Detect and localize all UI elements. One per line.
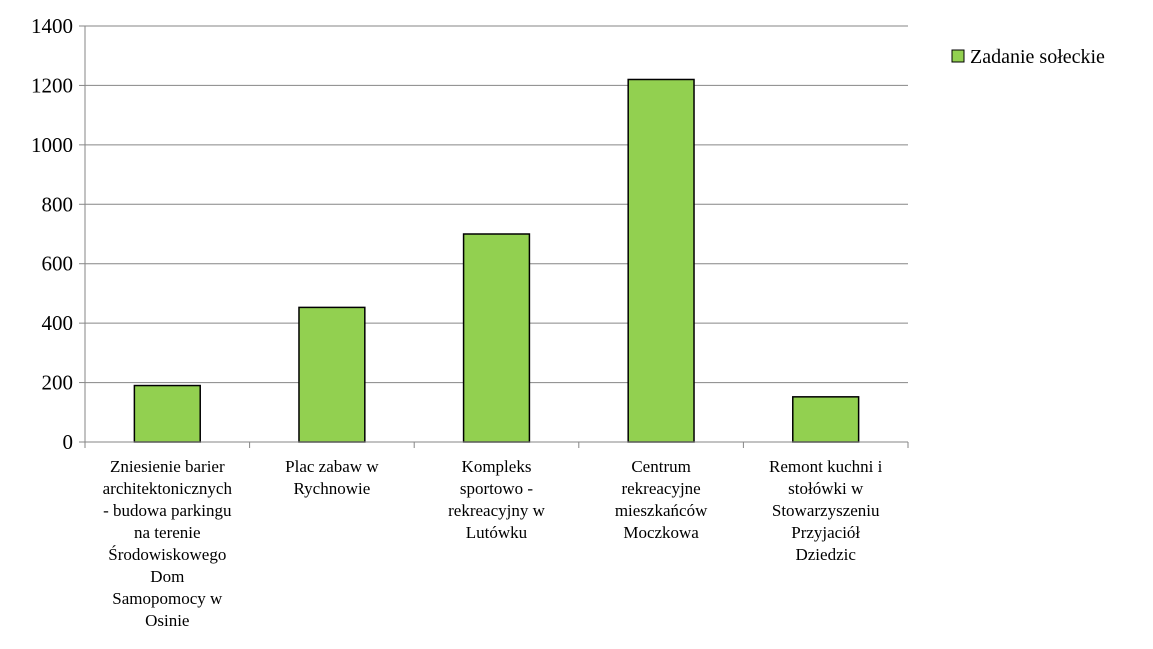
x-tick-label-line: na terenie — [134, 523, 201, 542]
y-tick-label: 0 — [63, 430, 74, 454]
x-tick-label-line: Zniesienie barier — [110, 457, 225, 476]
x-tick-label-line: Remont kuchni i — [769, 457, 883, 476]
bar — [627, 78, 695, 443]
x-tick-label-line: mieszkańców — [615, 501, 708, 520]
x-tick-label-line: Osinie — [145, 611, 189, 630]
bar — [298, 306, 366, 443]
legend-swatch — [951, 49, 965, 63]
bar — [462, 233, 531, 443]
y-tick-label: 200 — [42, 371, 74, 395]
x-tick-label: Zniesienie barier architektonicznych - bud… — [103, 457, 233, 630]
y-tick-label: 1000 — [31, 133, 73, 157]
x-tick-label-line: Kompleks — [462, 457, 532, 476]
x-tick-label-line: Stowarzyszeniu — [772, 501, 880, 520]
x-tick-label-line: Środowiskowego — [108, 545, 226, 564]
x-tick-label-line: architektonicznych — [103, 479, 233, 498]
x-tick-label-line: sportowo - — [460, 479, 534, 498]
x-tick-label-line: rekreacyjny w — [448, 501, 545, 520]
bar — [792, 396, 860, 443]
x-tick-label: Kompleks sportowo - rekreacyjny w Lutówku — [448, 457, 545, 542]
bars — [133, 78, 860, 443]
x-axis: Zniesienie barier architektonicznych - bud… — [84, 441, 909, 630]
y-tick-label: 800 — [42, 192, 74, 216]
y-axis: 0 200 400 600 800 1000 1200 1400 — [31, 14, 86, 454]
x-tick-label-line: Przyjaciół — [791, 523, 860, 542]
x-tick-label-line: - budowa parkingu — [103, 501, 232, 520]
legend: Zadanie sołeckie — [951, 46, 1105, 68]
x-tick-label-line: stołówki w — [788, 479, 864, 498]
legend-label: Zadanie sołeckie — [970, 46, 1105, 68]
x-tick-label-line: Plac zabaw w — [285, 457, 379, 476]
y-tick-label: 400 — [42, 311, 74, 335]
x-tick-label-line: Dziedzic — [795, 545, 856, 564]
x-tick-label: Centrum rekreacyjne mieszkańców Moczkowa — [615, 457, 708, 542]
x-tick-label-line: Lutówku — [466, 523, 528, 542]
bar — [133, 384, 201, 443]
y-tick-label: 1400 — [31, 14, 73, 38]
x-tick-label-line: Rychnowie — [294, 479, 371, 498]
x-tick-label-line: Samopomocy w — [112, 589, 223, 608]
y-tick-label: 600 — [42, 252, 74, 276]
x-tick-label-line: Centrum — [631, 457, 691, 476]
x-tick-label-line: Dom — [150, 567, 184, 586]
x-tick-label: Plac zabaw w Rychnowie — [285, 457, 379, 498]
x-tick-label-line: rekreacyjne — [621, 479, 700, 498]
y-tick-label: 1200 — [31, 73, 73, 97]
x-tick-label: Remont kuchni i stołówki w Stowarzyszeniu P… — [769, 457, 883, 564]
x-tick-label-line: Moczkowa — [623, 523, 699, 542]
